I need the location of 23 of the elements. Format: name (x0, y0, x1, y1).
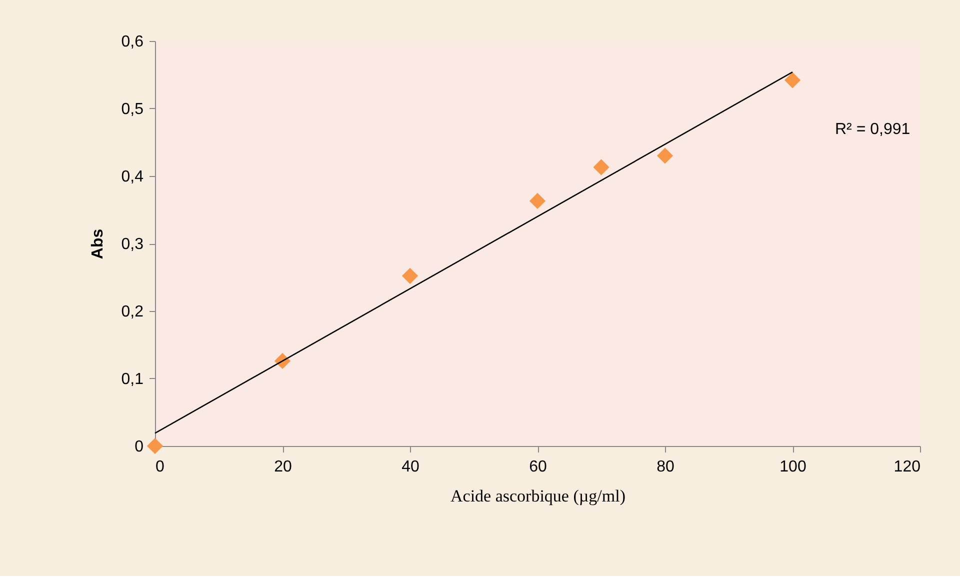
x-tick-label: 0 (156, 458, 164, 476)
annotation: R² = 0,991 (835, 121, 910, 138)
x-tick-label: 120 (894, 458, 921, 476)
point (656, 148, 674, 164)
y-tick-label: 0,3 (121, 236, 144, 253)
y-axis-title: Abs (89, 228, 106, 260)
x-tick-label: 40 (402, 458, 420, 476)
point (146, 438, 164, 454)
y-tick-label: 0,4 (121, 168, 144, 186)
x-tick-label: 60 (529, 458, 547, 476)
point (402, 268, 418, 284)
point (784, 72, 801, 88)
y-tick-label: 0,5 (121, 101, 144, 118)
x-tick-label: 100 (780, 458, 806, 476)
y-tick-label: 0 (134, 438, 144, 456)
x-tick-label: 20 (274, 458, 292, 476)
y-tick-label: 0,6 (121, 34, 144, 50)
y-tick-label: 0,1 (121, 371, 144, 388)
x-axis-title: Acide ascorbique (µg/ml) (450, 486, 626, 506)
point (593, 159, 610, 176)
x-tick-label: 80 (656, 458, 674, 476)
y-tick-label: 0,2 (121, 304, 144, 320)
point (529, 192, 546, 210)
